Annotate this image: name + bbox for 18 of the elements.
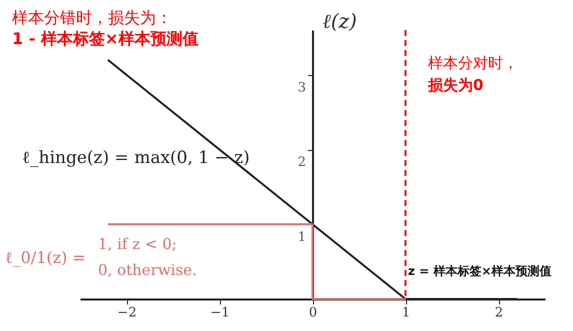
x-tick-label: −2 xyxy=(117,306,137,320)
x-tick-label: 1 xyxy=(402,306,410,320)
annotation: ℓ_0/1(z) = xyxy=(5,248,86,267)
x-tick-label: 2 xyxy=(494,306,504,320)
y-tick-label: 2 xyxy=(298,155,306,170)
annotation: 1 - 样本标签×样本预测值 xyxy=(12,29,198,48)
y-axis-title: ℓ(z) xyxy=(322,9,357,33)
annotation: 1, if z < 0; xyxy=(98,235,177,253)
annotation: 损失为0 xyxy=(427,76,484,94)
annotation: 样本分对时， xyxy=(428,54,518,72)
annotation: 0, otherwise. xyxy=(98,261,197,279)
y-tick-label: 1 xyxy=(298,230,306,245)
annotation: z = 样本标签×样本预测值 xyxy=(408,264,552,278)
text: 样本分错时，损失为： xyxy=(12,8,172,27)
y-tick-label: 3 xyxy=(298,80,306,96)
annotation: ℓ_hinge(z) = max(0, 1 − z) xyxy=(22,148,250,168)
x-tick-label: 0 xyxy=(308,306,318,320)
x-tick-label: −1 xyxy=(210,306,230,320)
